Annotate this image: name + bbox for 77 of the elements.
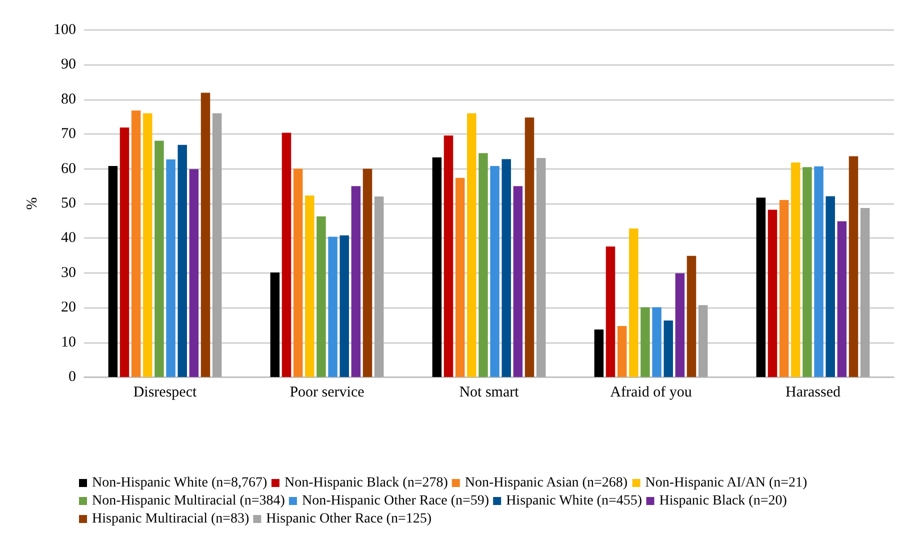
legend-label: Non-Hispanic Asian (n=268) <box>464 476 628 490</box>
bar <box>293 168 303 377</box>
bar <box>351 186 361 377</box>
bar <box>779 200 789 377</box>
bar <box>444 135 454 377</box>
bar <box>640 307 650 377</box>
bar <box>490 166 500 377</box>
bar <box>305 196 314 377</box>
bar <box>154 140 164 377</box>
bar <box>120 128 130 377</box>
bar <box>340 235 349 377</box>
bar <box>328 236 338 377</box>
x-tick-label: Poor service <box>290 384 365 400</box>
legend-label: Hispanic Other Race (n=125) <box>266 512 432 526</box>
bar <box>189 169 199 377</box>
bar <box>675 273 685 377</box>
bar <box>837 221 847 377</box>
bar <box>166 159 176 377</box>
y-tick-label: 70 <box>61 126 76 142</box>
bar <box>791 162 800 377</box>
bar <box>698 305 708 377</box>
bar <box>270 272 280 377</box>
bar <box>802 167 812 377</box>
legend-label: Non-Hispanic Multiracial (n=384) <box>92 494 286 508</box>
bar <box>131 110 141 377</box>
bar <box>756 198 766 377</box>
bar <box>686 256 696 377</box>
bar <box>652 307 662 377</box>
y-tick-label: 100 <box>54 22 76 38</box>
bar <box>143 113 152 377</box>
bar <box>212 113 222 377</box>
legend-label: Non-Hispanic White (n=8,767) <box>92 476 268 490</box>
bar <box>467 113 476 377</box>
legend-label: Hispanic Black (n=20) <box>659 494 788 508</box>
x-tick-label: Not smart <box>459 384 520 400</box>
bar <box>282 132 292 377</box>
bar <box>768 210 778 377</box>
bar <box>664 320 673 377</box>
legend-label: Hispanic Multiracial (n=83) <box>92 512 250 526</box>
bar <box>524 117 534 377</box>
bar <box>606 246 616 377</box>
legend-label: Hispanic White (n=455) <box>506 494 642 508</box>
bar <box>432 157 442 377</box>
bar <box>629 228 638 377</box>
y-tick-label: 0 <box>68 369 76 385</box>
y-tick-label: 80 <box>61 91 76 108</box>
y-tick-label: 60 <box>61 160 76 177</box>
bar <box>316 216 326 377</box>
y-tick-label: 30 <box>61 264 76 281</box>
bar <box>200 92 210 377</box>
bar <box>108 166 118 377</box>
bar <box>362 168 372 377</box>
y-tick-label: 50 <box>61 196 76 212</box>
y-tick-label: 40 <box>61 230 76 246</box>
legend-label: Non-Hispanic Black (n=278) <box>284 476 448 490</box>
y-tick-label: 20 <box>61 300 76 316</box>
bar <box>455 178 465 377</box>
y-axis-title: % <box>24 197 40 210</box>
bar <box>478 153 488 377</box>
y-tick-label: 10 <box>61 334 76 350</box>
x-tick-label: Afraid of you <box>610 384 692 400</box>
y-tick-label: 90 <box>61 56 76 73</box>
legend-label: Non-Hispanic Other Race (n=59) <box>302 494 490 508</box>
bar <box>536 158 546 377</box>
bar <box>826 196 835 377</box>
bar <box>178 144 187 377</box>
bar <box>848 156 858 377</box>
bar <box>513 186 523 377</box>
bar <box>814 166 824 377</box>
x-tick-label: Disrespect <box>133 384 198 400</box>
bar <box>617 326 627 377</box>
bar <box>860 208 870 377</box>
bar <box>374 196 384 377</box>
x-tick-label: Harassed <box>786 384 841 400</box>
bar <box>502 159 511 377</box>
bar <box>594 329 604 377</box>
legend-label: Non-Hispanic AI/AN (n=21) <box>645 476 808 490</box>
